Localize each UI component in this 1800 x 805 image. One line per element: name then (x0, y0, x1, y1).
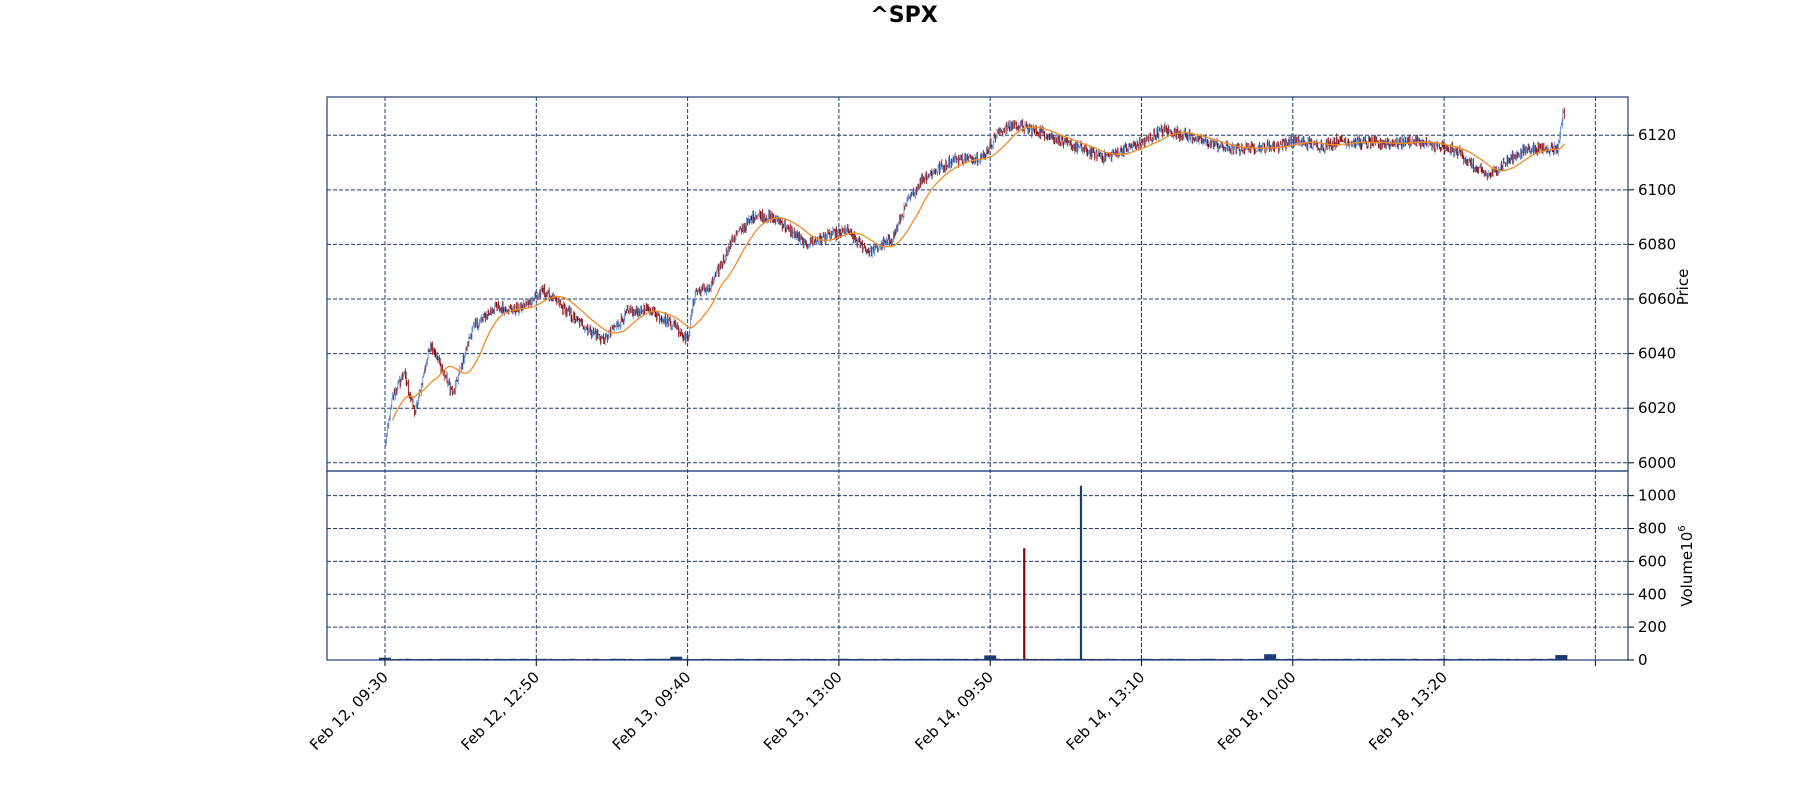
grid-layer (327, 97, 1628, 660)
volume-bar (1555, 655, 1568, 660)
price-tick-label: 6080 (1638, 235, 1676, 253)
volume-tick-label: 1000 (1638, 487, 1676, 505)
x-tick-label: Feb 13, 09:40 (609, 668, 695, 754)
volume-axis-label-text: Volume (1678, 551, 1696, 607)
price-axis-label: Price (1674, 269, 1692, 306)
x-tick-label: Feb 14, 09:50 (911, 668, 997, 754)
volume-bar (670, 656, 683, 660)
volume-bar (1264, 654, 1277, 660)
x-tick-label: Feb 12, 09:30 (306, 668, 392, 754)
volume-tick-label: 0 (1638, 651, 1648, 669)
moving-average-line (391, 126, 1565, 421)
volume-tick-label: 800 (1638, 520, 1667, 538)
volume-tick-label: 200 (1638, 618, 1667, 636)
price-tick-label: 6100 (1638, 181, 1676, 199)
volume-axis-label-base: 10 (1678, 532, 1696, 551)
volume-axis-label-exponent: 6 (1677, 525, 1688, 531)
volume-axis-label: Volume106 (1677, 525, 1696, 606)
price-tick-label: 6040 (1638, 345, 1676, 363)
x-tick-label: Feb 14, 13:10 (1063, 668, 1149, 754)
volume-bars (379, 485, 1568, 661)
volume-tick-label: 400 (1638, 585, 1667, 603)
moving-average (391, 126, 1565, 421)
price-tick-label: 6000 (1638, 454, 1676, 472)
volume-panel-frame (326, 470, 1629, 661)
chart-title: ^SPX (870, 3, 937, 28)
x-tick-label: Feb 12, 12:50 (457, 668, 543, 754)
price-tick-label: 6020 (1638, 399, 1676, 417)
x-tick-label: Feb 18, 13:20 (1365, 668, 1451, 754)
volume-bar (379, 657, 391, 660)
panel-frames (326, 96, 1629, 661)
candlesticks (385, 107, 1565, 447)
x-tick-label: Feb 13, 13:00 (760, 668, 846, 754)
x-tick-label: Feb 18, 10:00 (1214, 668, 1300, 754)
volume-bar (984, 655, 997, 660)
price-tick-label: 6060 (1638, 290, 1676, 308)
volume-tick-label: 600 (1638, 552, 1667, 570)
price-tick-label: 6120 (1638, 126, 1676, 144)
